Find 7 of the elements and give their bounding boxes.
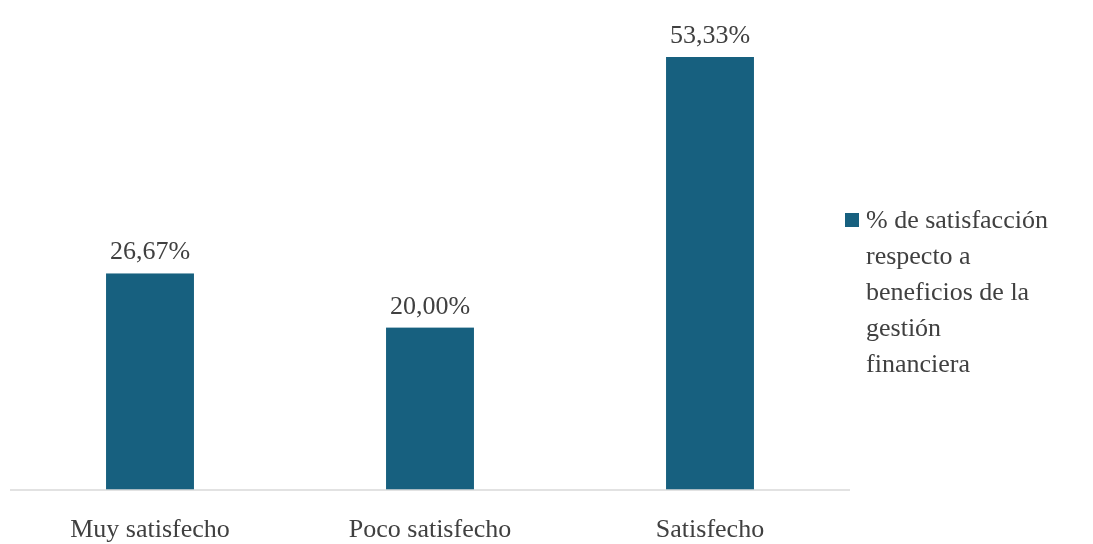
x-tick-label: Muy satisfecho xyxy=(70,514,230,543)
data-label: 53,33% xyxy=(669,20,751,49)
data-label: 20,00% xyxy=(389,290,471,320)
x-tick-label: Poco satisfecho xyxy=(348,514,512,543)
x-tick-label: Satisfecho xyxy=(655,514,765,543)
legend-label: % de satisfacción respecto a beneficios de la gestión financiera xyxy=(866,205,1048,378)
data-label: 26,67% xyxy=(109,236,191,266)
